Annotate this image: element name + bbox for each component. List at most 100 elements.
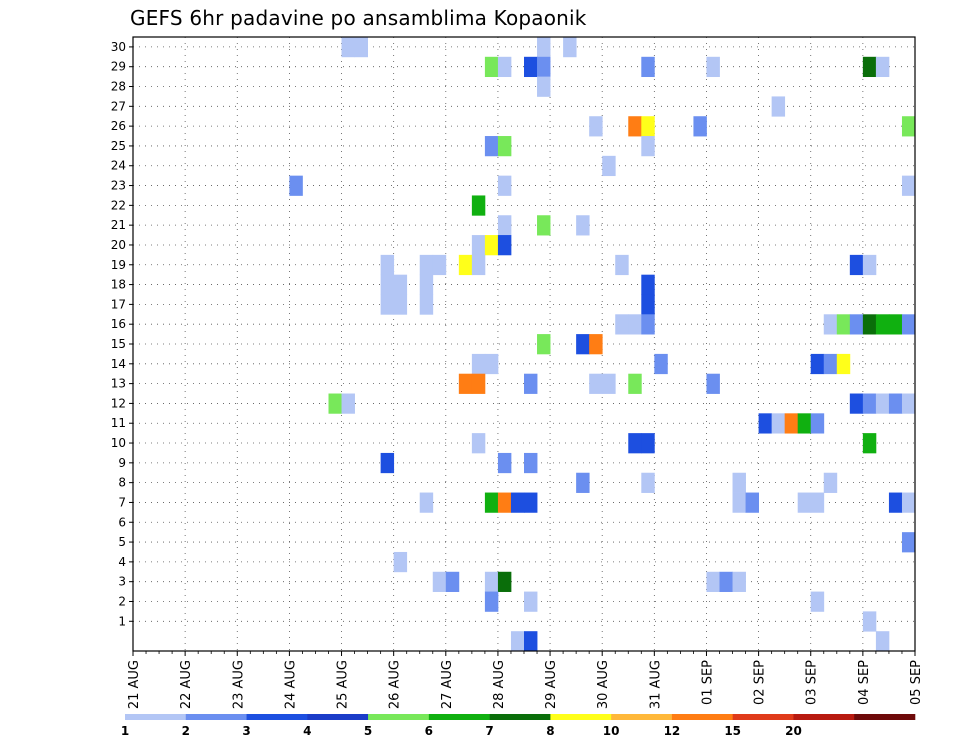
heatmap-cell [875, 631, 890, 652]
heatmap-cells [289, 37, 916, 652]
heatmap-cell [602, 373, 616, 394]
y-tick-label: 12 [111, 396, 126, 410]
heatmap-cell [836, 353, 851, 375]
y-tick-label: 22 [111, 198, 126, 212]
colorbar-label: 15 [724, 724, 741, 738]
heatmap-cell [458, 373, 473, 394]
y-tick-label: 30 [111, 40, 126, 54]
colorbar-segment [489, 714, 551, 720]
heatmap-cell [797, 492, 812, 513]
heatmap-cell [862, 56, 877, 78]
heatmap-cell [849, 314, 864, 335]
heatmap-cell [393, 294, 408, 315]
heatmap-cell [471, 235, 486, 256]
x-tick-label: 24 AUG [283, 660, 298, 709]
heatmap-cell [484, 56, 499, 78]
heatmap-cell [510, 631, 525, 652]
heatmap-cell [641, 116, 655, 137]
heatmap-cell [901, 116, 916, 137]
y-tick-label: 8 [118, 476, 126, 490]
heatmap-cell [524, 452, 538, 474]
colorbar-label: 6 [425, 724, 433, 738]
heatmap-cell [484, 235, 499, 256]
heatmap-cell [615, 314, 629, 335]
heatmap-cell [641, 472, 655, 493]
colorbar-segment [854, 714, 916, 720]
colorbar-label: 8 [546, 724, 554, 738]
heatmap-cell [380, 452, 395, 474]
colorbar-segment [307, 714, 369, 720]
heatmap-cell [524, 591, 538, 612]
heatmap-cell [602, 155, 616, 177]
heatmap-cell [797, 413, 812, 434]
colorbar-segment [246, 714, 308, 720]
heatmap-cell [524, 373, 538, 394]
x-tick-label: 05 SEP [909, 660, 924, 705]
heatmap-cell [641, 56, 655, 78]
x-tick-label: 27 AUG [440, 660, 455, 709]
x-tick-label: 31 AUG [648, 660, 663, 709]
heatmap-cell [771, 96, 786, 117]
heatmap-cell [537, 37, 551, 58]
colorbar-label: 1 [121, 724, 129, 738]
heatmap-cell [589, 116, 603, 137]
heatmap-cell [810, 413, 825, 434]
heatmap-cell [810, 492, 825, 513]
heatmap-cell [537, 215, 551, 236]
x-tick-label: 03 SEP [805, 660, 820, 705]
y-tick-label: 28 [111, 80, 126, 94]
y-tick-label: 21 [111, 218, 126, 232]
heatmap-cell [901, 175, 916, 196]
x-tick-label: 23 AUG [231, 660, 246, 709]
heatmap-cell [537, 56, 551, 78]
heatmap-cell [589, 373, 603, 394]
heatmap-cell [497, 492, 512, 513]
heatmap-cell [628, 314, 642, 335]
heatmap-cell [419, 254, 434, 276]
heatmap-cell [393, 551, 408, 573]
heatmap-cell [419, 274, 434, 295]
colorbar-segment [125, 714, 187, 720]
y-tick-label: 2 [118, 594, 126, 608]
x-tick-label: 01 SEP [700, 660, 715, 705]
y-tick-label: 29 [111, 60, 126, 74]
heatmap-cell [706, 56, 720, 78]
x-tick-label: 02 SEP [753, 660, 768, 705]
x-tick-label: 22 AUG [179, 660, 194, 709]
colorbar-segment [368, 714, 430, 720]
heatmap-cell [445, 571, 460, 592]
heatmap-cell [732, 492, 746, 513]
heatmap-cell [484, 571, 499, 592]
heatmap-cell [354, 37, 368, 58]
y-tick-label: 10 [111, 436, 126, 450]
y-tick-label: 5 [118, 535, 126, 549]
heatmap-cell [497, 175, 512, 196]
heatmap-cell [380, 274, 395, 295]
y-tick-label: 11 [111, 416, 126, 430]
x-tick-label: 30 AUG [596, 660, 611, 709]
heatmap-cell [888, 314, 903, 335]
heatmap-cell [471, 373, 486, 394]
heatmap-cell [706, 373, 720, 394]
heatmap-cell [419, 492, 434, 513]
heatmap-cell [875, 56, 890, 78]
heatmap-cell [732, 571, 746, 592]
y-tick-label: 4 [118, 555, 126, 569]
heatmap-cell [862, 314, 877, 335]
heatmap-cell [888, 492, 903, 513]
heatmap-cell [836, 314, 851, 335]
heatmap-cell [537, 76, 551, 97]
heatmap-cell [862, 393, 877, 414]
heatmap-cell [484, 591, 499, 612]
heatmap-cell [641, 314, 655, 335]
heatmap-cell [901, 314, 916, 335]
heatmap-cell [524, 492, 538, 513]
heatmap-cell [823, 472, 838, 493]
heatmap-cell [641, 136, 655, 157]
y-tick-label: 23 [111, 179, 126, 193]
heatmap-cell [380, 294, 395, 315]
x-tick-label: 25 AUG [336, 660, 351, 709]
heatmap-cell [628, 433, 642, 454]
x-tick-label: 26 AUG [388, 660, 403, 709]
heatmap-cell [771, 413, 786, 434]
